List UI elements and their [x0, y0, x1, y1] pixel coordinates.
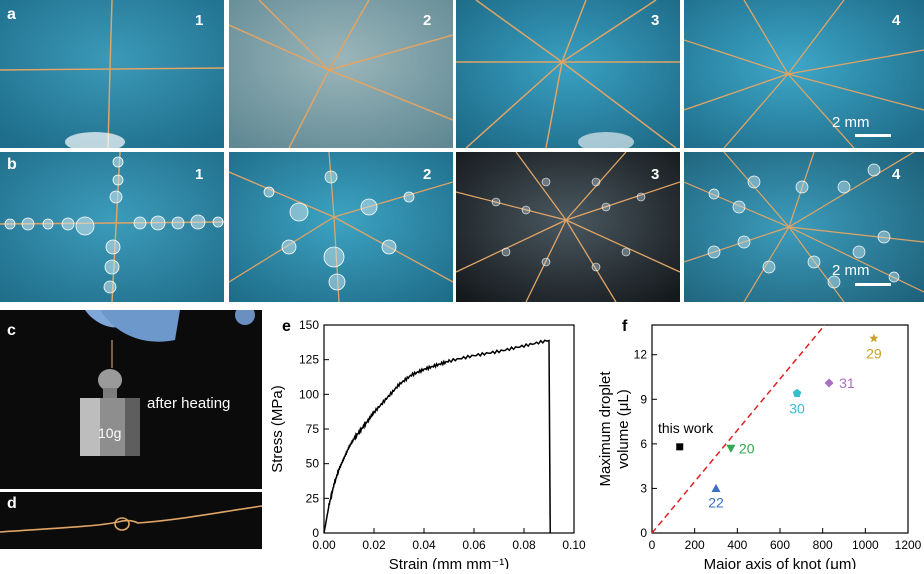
data-point-label: this work — [658, 420, 714, 436]
chart-e: 0.00 0.02 0.04 0.06 0.08 0.10 0 25 50 75 100 125 150… — [262, 310, 592, 573]
photo-a2 — [229, 0, 453, 148]
photo-a4 — [684, 0, 924, 148]
y-tick-label: 0 — [640, 526, 647, 540]
x-axis-label: Strain (mm mm⁻¹) — [389, 556, 509, 569]
y-axis-label-line1: Maximum droplet — [597, 371, 614, 487]
y-tick-label: 75 — [306, 422, 320, 436]
annotation-after-heating: after heating — [147, 395, 231, 412]
y-axis-label: Stress (MPa) — [269, 385, 286, 473]
x-tick-label: 0.02 — [362, 538, 386, 552]
x-tick-label: 0.06 — [462, 538, 486, 552]
data-point — [711, 483, 721, 493]
photo-number: 4 — [892, 12, 901, 29]
panel-label-f: f — [622, 318, 628, 335]
scale-bar — [855, 134, 891, 137]
y-tick-label: 6 — [640, 437, 647, 451]
photo-a3 — [456, 0, 680, 148]
x-tick-label: 1000 — [852, 538, 879, 552]
data-point-label: 22 — [708, 494, 724, 510]
data-point-label: 31 — [839, 375, 855, 391]
photo-number: 1 — [195, 12, 204, 29]
x-tick-label: 400 — [727, 538, 747, 552]
y-tick-label: 0 — [312, 526, 319, 540]
panel-label-a: a — [7, 6, 16, 23]
y-tick-label: 25 — [306, 491, 320, 505]
data-point-label: 30 — [789, 400, 805, 416]
y-tick-label: 9 — [640, 392, 647, 406]
stress-strain-curve — [323, 339, 551, 534]
photo-number: 2 — [423, 166, 432, 183]
data-point-label: 29 — [866, 345, 882, 361]
x-axis-label: Major axis of knot (μm) — [704, 556, 857, 569]
scale-bar-label: 2 mm — [832, 262, 870, 279]
x-tick-label: 200 — [685, 538, 705, 552]
data-point — [676, 443, 684, 451]
y-tick-label: 150 — [299, 318, 319, 332]
photo-b4 — [684, 152, 924, 302]
data-point — [869, 333, 879, 343]
x-tick-label: 1200 — [895, 538, 922, 552]
x-tick-label: 0.08 — [512, 538, 536, 552]
weight-label: 10g — [98, 425, 122, 441]
scale-bar — [855, 283, 891, 286]
x-tick-label: 600 — [770, 538, 790, 552]
panel-label-c: c — [7, 322, 16, 339]
photo-b2 — [229, 152, 453, 302]
y-tick-label: 3 — [640, 481, 647, 495]
chart-f: 0 200 400 600 800 1000 1200 0 3 6 9 12 Major axis of… — [596, 310, 924, 573]
data-point — [792, 388, 802, 397]
y-tick-label: 12 — [634, 348, 648, 362]
y-axis-label-line2: volume (μL) — [615, 389, 632, 469]
y-tick-label: 100 — [299, 387, 319, 401]
photo-a1 — [0, 0, 224, 148]
x-tick-label: 0.04 — [412, 538, 436, 552]
photo-b3 — [456, 152, 680, 302]
x-tick-label: 0 — [649, 538, 656, 552]
x-tick-label: 800 — [813, 538, 833, 552]
photo-number: 1 — [195, 166, 204, 183]
photo-number: 4 — [892, 166, 901, 183]
y-tick-label: 125 — [299, 353, 319, 367]
panel-label-e: e — [282, 318, 291, 335]
photo-b1 — [0, 152, 224, 302]
photo-c — [0, 310, 262, 489]
y-tick-label: 50 — [306, 457, 320, 471]
data-point — [824, 378, 834, 388]
photo-d — [0, 492, 262, 549]
panel-label-b: b — [7, 156, 17, 173]
data-point-label: 20 — [739, 440, 755, 456]
data-point — [726, 444, 736, 453]
photo-number: 3 — [651, 166, 660, 183]
fit-line — [651, 324, 826, 534]
x-tick-label: 0.00 — [312, 538, 336, 552]
photo-number: 3 — [651, 12, 660, 29]
panel-label-d: d — [7, 495, 17, 512]
x-tick-label: 0.10 — [562, 538, 586, 552]
scale-bar-label: 2 mm — [832, 114, 870, 131]
photo-number: 2 — [423, 12, 432, 29]
